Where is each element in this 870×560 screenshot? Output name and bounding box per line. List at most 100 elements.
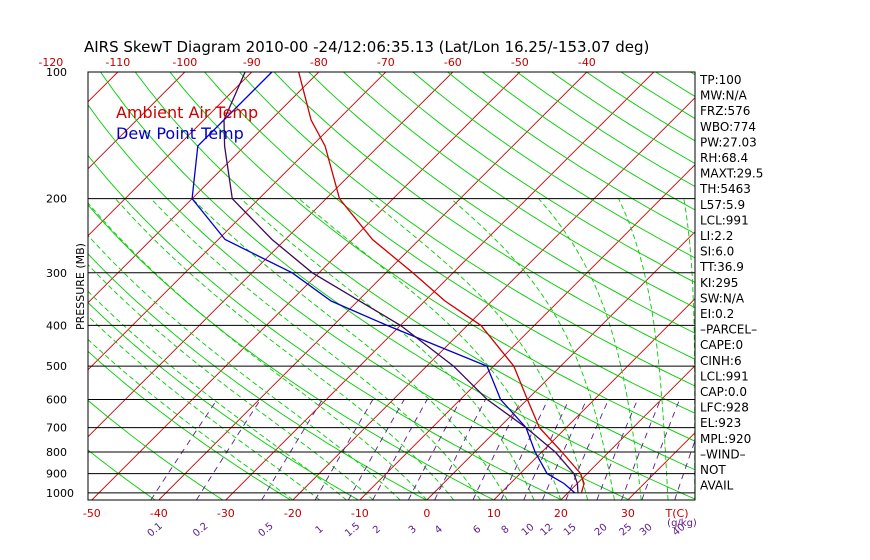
mixing-ratio-line xyxy=(523,399,570,500)
top-tick-labels: -120 -110 -100 -90 -80 -70 -60 -50 -40 xyxy=(38,56,595,69)
index-entry: EI:0.2 xyxy=(700,307,734,321)
pressure-tick-label: 800 xyxy=(46,446,67,459)
pressure-tick-label: 100 xyxy=(46,66,67,79)
index-entry: RH:68.4 xyxy=(700,151,748,165)
bottom-tick-label: 20 xyxy=(554,507,568,520)
mixing-ratio-label: 0.1 xyxy=(146,521,165,540)
moist-adiabat-line xyxy=(683,198,695,500)
bottom-tick-label: -10 xyxy=(351,507,369,520)
mixing-ratio-label: 1 xyxy=(314,524,326,537)
index-entry: LFC:928 xyxy=(700,401,749,415)
dry-adiabat-line xyxy=(447,72,695,235)
mixing-ratio-line xyxy=(565,399,610,500)
mixing-ratio-line xyxy=(500,399,549,500)
index-entry: CAP:0.0 xyxy=(700,385,747,399)
index-entry: –WIND– xyxy=(700,447,746,461)
mixing-ratio-label: 2 xyxy=(371,524,383,537)
dry-adiabat-line xyxy=(273,72,695,360)
index-entry: MPL:920 xyxy=(700,432,751,446)
parcel-line xyxy=(223,72,579,493)
top-tick-label: -90 xyxy=(243,56,261,69)
mixing-ratio-line xyxy=(621,399,661,500)
pressure-tick-label: 600 xyxy=(46,393,67,406)
temperature-line xyxy=(298,72,585,493)
top-tick-label: -50 xyxy=(511,56,529,69)
dry-adiabat-line xyxy=(100,72,695,500)
mixing-ratio-line xyxy=(641,399,681,500)
sounding-series xyxy=(191,72,585,494)
index-entry: LCL:991 xyxy=(700,369,749,383)
isotherm-line xyxy=(225,72,655,500)
moist-adiabat-line xyxy=(115,198,454,500)
mixing-ratio-label: 1.5 xyxy=(343,521,362,540)
isotherm-line xyxy=(88,72,320,304)
mixing-ratio-label: 3 xyxy=(407,524,419,537)
isotherm-line xyxy=(91,72,521,500)
mixing-ratio-line xyxy=(434,399,486,500)
bottom-tick-label: -40 xyxy=(150,507,168,520)
top-tick-label: -110 xyxy=(105,56,130,69)
top-tick-label: -40 xyxy=(578,56,596,69)
pressure-tick-label: 400 xyxy=(46,319,67,332)
index-entry: WBO:774 xyxy=(700,120,756,134)
chart-title: AIRS SkewT Diagram 2010-00 -24/12:06:35.… xyxy=(84,38,649,56)
mixing-ratio-line xyxy=(596,399,638,500)
index-entry: L57:5.9 xyxy=(700,198,745,212)
index-entry: MAXT:29.5 xyxy=(700,167,763,181)
mixing-ratio-label: 30 xyxy=(638,522,655,539)
mixing-ratio-line xyxy=(314,399,374,500)
bottom-tick-label: 0 xyxy=(423,507,430,520)
pressure-tick-labels: 100 200 300 400 500 600 700 800 900 1000 xyxy=(46,66,74,500)
index-entry: TT:36.9 xyxy=(699,260,744,274)
moist-adiabat-line xyxy=(618,198,669,500)
pressure-tick-label: 1000 xyxy=(46,487,74,500)
moist-adiabat-line xyxy=(88,234,401,500)
dry-adiabat-line xyxy=(204,72,695,414)
dry-adiabat-line xyxy=(0,72,20,500)
isobar-lines xyxy=(88,72,695,494)
mixing-ratio-line xyxy=(261,399,323,500)
bottom-tick-label: 10 xyxy=(487,507,501,520)
index-entry: TP:100 xyxy=(699,73,742,87)
moist-adiabat-line xyxy=(88,202,428,500)
mixing-ratio-labels: 0.1 0.2 0.5 1 1.5 2 3 4 6 8 10 12 15 20 25 30 40(g/kg) xyxy=(146,518,697,539)
index-entry: KI:295 xyxy=(700,276,738,290)
mixing-ratio-line xyxy=(674,439,695,500)
moist-adiabat-line xyxy=(538,198,642,500)
dry-adiabat-line xyxy=(239,72,695,387)
top-tick-label: -80 xyxy=(310,56,328,69)
dry-adiabat-line xyxy=(88,399,224,500)
top-tick-label: -120 xyxy=(38,56,63,69)
index-entry: EL:923 xyxy=(700,416,741,430)
dry-adiabat-line xyxy=(88,449,156,500)
dry-adiabat-line xyxy=(88,253,427,500)
isotherm-line xyxy=(493,298,695,500)
mixing-ratio-line xyxy=(347,399,405,500)
bottom-tick-label: -30 xyxy=(217,507,235,520)
dry-adiabat-line xyxy=(88,104,630,500)
legend-temp: Ambient Air Temp xyxy=(116,103,258,122)
mixing-ratio-line xyxy=(150,399,218,500)
isotherm-line xyxy=(88,72,387,371)
dry-adiabat-line xyxy=(88,204,495,500)
isotherm-line xyxy=(292,97,695,500)
bottom-unit-label: T(C) xyxy=(665,507,689,520)
top-tick-label: -100 xyxy=(172,56,197,69)
bottom-tick-label: 30 xyxy=(621,507,635,520)
plot-frame xyxy=(87,71,696,501)
isotherm-line xyxy=(88,72,186,170)
moist-adiabat-line xyxy=(368,198,589,500)
top-tick-label: -60 xyxy=(444,56,462,69)
bottom-tick-labels: -50 -40 -30 -20 -10 0 10 20 30 T(C) xyxy=(83,507,689,520)
pressure-tick-label: 200 xyxy=(46,193,67,206)
bottom-tick-label: -20 xyxy=(284,507,302,520)
mixing-ratio-label: 8 xyxy=(500,524,512,537)
index-entry: CAPE:0 xyxy=(700,338,743,352)
pressure-tick-label: 700 xyxy=(46,422,67,435)
moist-adiabat-line xyxy=(191,198,508,500)
isotherm-line xyxy=(88,72,253,237)
mixing-ratio-line xyxy=(407,399,462,500)
index-entry: SI:6.0 xyxy=(700,245,734,259)
